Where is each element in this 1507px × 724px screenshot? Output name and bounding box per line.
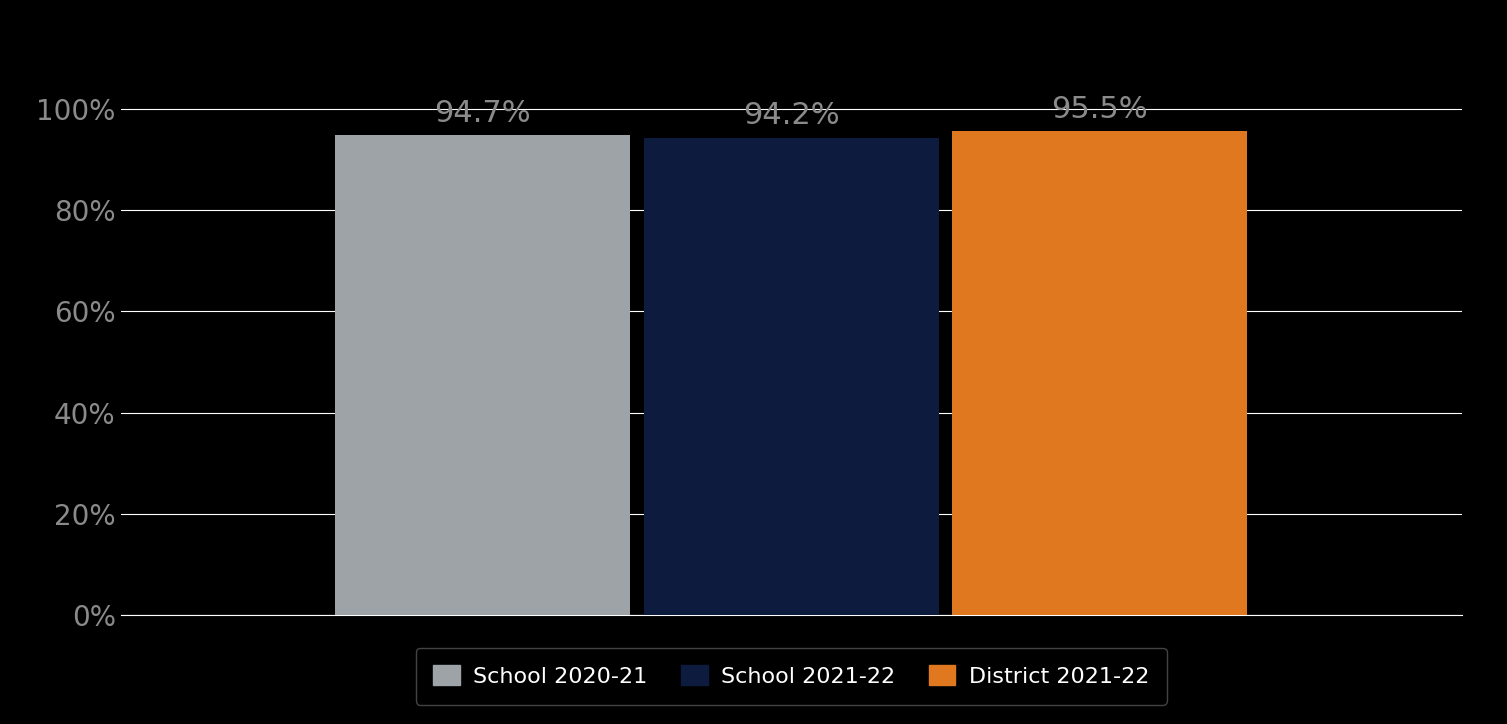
Legend: School 2020-21, School 2021-22, District 2021-22: School 2020-21, School 2021-22, District… (416, 647, 1166, 704)
Text: 95.5%: 95.5% (1052, 95, 1148, 124)
Text: 94.2%: 94.2% (743, 101, 839, 130)
Bar (643, 138, 939, 615)
Bar (335, 135, 630, 615)
Bar (952, 132, 1248, 615)
Text: 94.7%: 94.7% (434, 99, 530, 128)
